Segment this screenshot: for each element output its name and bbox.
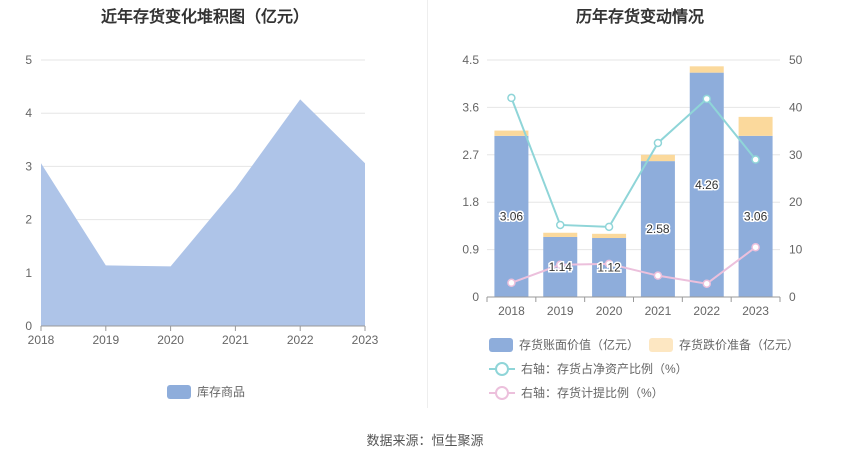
bar-impairment bbox=[738, 116, 773, 136]
line-point bbox=[604, 222, 614, 232]
line-point bbox=[751, 242, 760, 252]
area-series-stock-goods bbox=[41, 99, 365, 326]
panel-divider bbox=[427, 0, 428, 408]
x-tick-label: 2018 bbox=[498, 304, 525, 318]
bar-line-chart: 0 0.9 1.8 2.7 3.6 4.5 0 10 20 30 40 50 2018 2019 2020 2… bbox=[462, 53, 803, 318]
legend-line-marker bbox=[489, 385, 515, 400]
y-tick-label: 1 bbox=[25, 266, 32, 280]
y-tick-label: 3 bbox=[25, 159, 32, 173]
y-tick-label: 2.7 bbox=[462, 148, 479, 162]
x-tick-label: 2018 bbox=[28, 333, 55, 347]
line-provision-ratio bbox=[511, 246, 757, 285]
bar-data-label: 1.12 bbox=[597, 261, 621, 275]
line-point bbox=[702, 94, 711, 104]
legend-item-impairment[interactable]: 存货跌价准备（亿元） bbox=[649, 336, 799, 353]
y2-tick-label: 0 bbox=[789, 290, 796, 304]
legend-label: 右轴：存货计提比例（%） bbox=[521, 386, 664, 400]
y2-tick-label: 20 bbox=[789, 195, 803, 209]
y-tick-label: 5 bbox=[25, 53, 32, 67]
x-tick-label: 2023 bbox=[352, 333, 379, 347]
legend-item-book-value[interactable]: 存货账面价值（亿元） bbox=[489, 336, 639, 353]
y2-tick-label: 30 bbox=[789, 148, 803, 162]
y2-tick-label: 10 bbox=[789, 243, 803, 257]
legend-item-stock-goods[interactable]: 库存商品 bbox=[167, 383, 245, 400]
y2-tick-label: 50 bbox=[789, 53, 803, 67]
bar-data-label: 1.14 bbox=[549, 260, 573, 274]
bar-impairment bbox=[640, 154, 675, 162]
legend-label: 库存商品 bbox=[197, 385, 246, 399]
bar-data-label: 3.06 bbox=[500, 209, 524, 223]
line-point bbox=[702, 279, 711, 288]
legend-label: 存货跌价准备（亿元） bbox=[679, 338, 800, 352]
y-tick-label: 4.5 bbox=[462, 53, 479, 67]
bar-data-label: 3.06 bbox=[744, 209, 768, 223]
legend-label: 右轴：存货占净资产比例（%） bbox=[521, 362, 688, 376]
x-tick-label: 2019 bbox=[547, 304, 574, 318]
bar-impairment bbox=[592, 233, 627, 239]
x-tick-label: 2021 bbox=[222, 333, 249, 347]
y-tick-label: 0 bbox=[472, 290, 479, 304]
legend-item-provision-ratio[interactable]: 右轴：存货计提比例（%） bbox=[489, 384, 664, 401]
left-chart-title: 近年存货变化堆积图（亿元） bbox=[100, 9, 309, 26]
y-tick-label: 4 bbox=[25, 106, 32, 120]
area-chart: 0 1 2 3 4 5 2018 2019 2020 2021 2022 2023 bbox=[25, 53, 379, 347]
x-tick-label: 2023 bbox=[742, 304, 769, 318]
legend-item-net-asset-ratio[interactable]: 右轴：存货占净资产比例（%） bbox=[489, 360, 688, 377]
bar-data-label: 2.58 bbox=[646, 222, 670, 236]
line-point bbox=[751, 155, 760, 164]
bar-impairment bbox=[494, 130, 529, 136]
y-tick-label: 0.9 bbox=[462, 243, 479, 257]
line-point bbox=[653, 271, 663, 280]
legend-line-marker bbox=[489, 361, 515, 376]
line-point bbox=[604, 259, 614, 269]
data-source: 数据来源：恒生聚源 bbox=[366, 433, 484, 448]
line-point bbox=[556, 220, 565, 230]
x-tick-label: 2020 bbox=[596, 304, 623, 318]
x-tick-label: 2020 bbox=[157, 333, 184, 347]
line-point bbox=[507, 278, 516, 288]
line-net-asset-ratio bbox=[510, 97, 757, 228]
bar-book-value bbox=[494, 135, 529, 297]
y-tick-label: 1.8 bbox=[462, 195, 479, 209]
y-tick-label: 0 bbox=[25, 319, 32, 333]
y-tick-label: 2 bbox=[25, 213, 32, 227]
legend-swatch bbox=[167, 384, 191, 399]
bar-impairment bbox=[543, 232, 578, 237]
line-point bbox=[507, 93, 516, 103]
y-tick-label: 3.6 bbox=[462, 100, 479, 114]
legend-label: 存货账面价值（亿元） bbox=[519, 338, 640, 352]
legend-swatch bbox=[649, 337, 673, 352]
legend-swatch bbox=[489, 337, 513, 352]
x-tick-label: 2021 bbox=[645, 304, 672, 318]
line-point bbox=[653, 138, 663, 148]
right-chart-title: 历年存货变动情况 bbox=[575, 9, 704, 26]
x-tick-label: 2019 bbox=[92, 333, 119, 347]
y2-tick-label: 40 bbox=[789, 100, 803, 114]
bar-data-label: 4.26 bbox=[695, 178, 719, 192]
x-tick-label: 2022 bbox=[693, 304, 720, 318]
line-point bbox=[556, 260, 565, 270]
x-tick-label: 2022 bbox=[287, 333, 314, 347]
bar-impairment bbox=[689, 66, 724, 73]
